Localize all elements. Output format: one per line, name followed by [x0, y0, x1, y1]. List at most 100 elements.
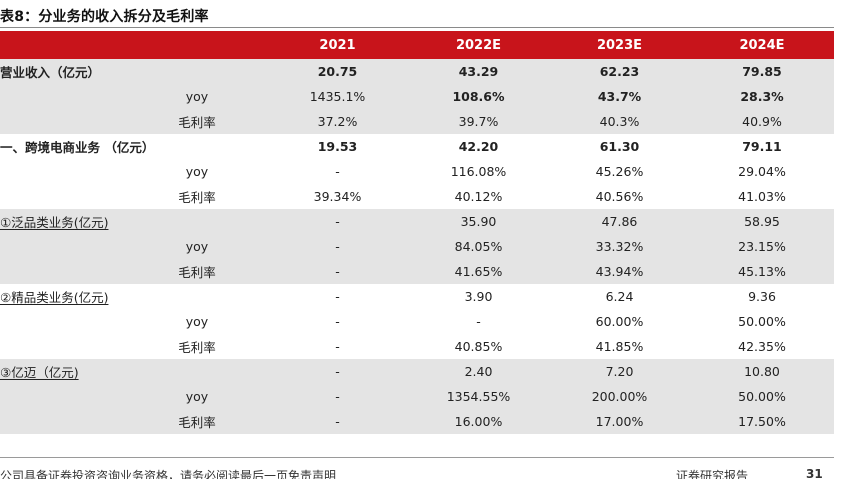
value-cell: - — [335, 289, 340, 304]
row-metric: 毛利率 — [178, 190, 216, 205]
value-cell: 200.00% — [591, 389, 648, 404]
value-cell: 17.50% — [738, 414, 786, 429]
value-cell: 40.56% — [595, 189, 644, 204]
table-row: yoy - - 60.00% 50.00% — [0, 309, 834, 334]
value-cell: - — [335, 314, 340, 329]
value-cell: - — [335, 414, 340, 429]
table-row: 毛利率 - 41.65% 43.94% 45.13% — [0, 259, 834, 284]
value-cell: 35.90 — [460, 214, 497, 229]
header-cell-2022e: 2022E — [455, 37, 502, 53]
table-row: yoy - 1354.55% 200.00% 50.00% — [0, 384, 834, 409]
row-metric: yoy — [185, 164, 209, 179]
row-metric: yoy — [185, 89, 209, 104]
value-cell: - — [335, 339, 340, 354]
header-cell-label — [0, 31, 127, 59]
value-cell: 3.90 — [464, 289, 493, 304]
header-cell-2024e: 2024E — [739, 37, 785, 53]
table-row: ②精品类业务(亿元) - 3.90 6.24 9.36 — [0, 284, 834, 309]
value-cell: 10.80 — [744, 364, 780, 379]
value-cell: 40.3% — [599, 114, 640, 129]
value-cell: - — [335, 389, 340, 404]
row-metric — [127, 59, 267, 84]
value-cell: 43.94% — [595, 264, 644, 279]
table-row: yoy - 84.05% 33.32% 23.15% — [0, 234, 834, 259]
footer-page-number: 31 — [806, 467, 823, 479]
table-row: yoy - 116.08% 45.26% 29.04% — [0, 159, 834, 184]
value-cell: 17.00% — [595, 414, 644, 429]
row-metric: 毛利率 — [178, 265, 216, 280]
row-metric — [127, 284, 267, 309]
row-label — [0, 259, 127, 284]
value-cell: 39.34% — [313, 189, 362, 204]
value-cell: 41.03% — [738, 189, 786, 204]
row-label — [0, 409, 127, 434]
value-cell: 19.53 — [317, 139, 358, 154]
value-cell: 40.12% — [454, 189, 503, 204]
table-row: 毛利率 - 40.85% 41.85% 42.35% — [0, 334, 834, 359]
row-label: 一、跨境电商业务 （亿元） — [0, 140, 155, 155]
value-cell: 37.2% — [317, 114, 358, 129]
value-cell: 108.6% — [452, 89, 505, 104]
row-metric: yoy — [185, 314, 209, 329]
value-cell: 16.00% — [454, 414, 503, 429]
row-label — [0, 234, 127, 259]
value-cell: 33.32% — [595, 239, 644, 254]
value-cell: 20.75 — [317, 64, 358, 79]
header-cell-2023e: 2023E — [596, 37, 643, 53]
row-metric: yoy — [185, 389, 209, 404]
row-label — [0, 109, 127, 134]
table-body: 营业收入（亿元） 20.75 43.29 62.23 79.85 yoy 1435.1% 10… — [0, 59, 834, 434]
value-cell: 40.9% — [742, 114, 782, 129]
value-cell: 23.15% — [738, 239, 786, 254]
table-row: ③亿迈（亿元) - 2.40 7.20 10.80 — [0, 359, 834, 384]
value-cell: 62.23 — [599, 64, 640, 79]
value-cell: 79.11 — [742, 139, 782, 154]
value-cell: 43.7% — [597, 89, 642, 104]
value-cell: 29.04% — [738, 164, 786, 179]
value-cell: 79.85 — [742, 64, 782, 79]
row-metric: 毛利率 — [178, 415, 216, 430]
value-cell: - — [335, 239, 340, 254]
row-label: ③亿迈（亿元) — [0, 365, 79, 380]
value-cell: 50.00% — [738, 389, 786, 404]
footer-divider — [0, 457, 834, 458]
value-cell: 40.85% — [454, 339, 503, 354]
value-cell: 7.20 — [605, 364, 634, 379]
value-cell: 42.20 — [458, 139, 499, 154]
value-cell: 116.08% — [450, 164, 507, 179]
row-metric: yoy — [185, 239, 209, 254]
row-label — [0, 309, 127, 334]
value-cell: - — [335, 214, 340, 229]
row-label: 营业收入（亿元） — [0, 65, 101, 80]
row-label: ②精品类业务(亿元) — [0, 290, 109, 305]
value-cell: 39.7% — [458, 114, 499, 129]
row-metric — [127, 209, 267, 234]
header-cell-2021: 2021 — [319, 37, 356, 53]
revenue-breakdown-table: 2021 2022E 2023E 2024E 营业收入（亿元） 20.75 43.2… — [0, 31, 834, 434]
value-cell: 28.3% — [740, 89, 784, 104]
footer-disclaimer: 公司具备证券投资咨询业务资格，请务必阅读最后一页免责声明 — [0, 469, 337, 479]
value-cell: 43.29 — [458, 64, 499, 79]
table-row: yoy 1435.1% 108.6% 43.7% 28.3% — [0, 84, 834, 109]
value-cell: 84.05% — [454, 239, 503, 254]
value-cell: 50.00% — [738, 314, 786, 329]
row-label — [0, 184, 127, 209]
value-cell: 2.40 — [464, 364, 493, 379]
row-label — [0, 159, 127, 184]
row-metric — [127, 359, 267, 384]
header-cell-sub — [127, 31, 267, 59]
table-row: 毛利率 39.34% 40.12% 40.56% 41.03% — [0, 184, 834, 209]
title-divider — [0, 27, 834, 28]
value-cell: - — [335, 264, 340, 279]
table-row: 毛利率 37.2% 39.7% 40.3% 40.9% — [0, 109, 834, 134]
row-label — [0, 84, 127, 109]
table-header-row: 2021 2022E 2023E 2024E — [0, 31, 834, 59]
value-cell: 58.95 — [744, 214, 780, 229]
table-row: 一、跨境电商业务 （亿元） 19.53 42.20 61.30 79.11 — [0, 134, 834, 159]
value-cell: 45.13% — [738, 264, 786, 279]
value-cell: 6.24 — [605, 289, 634, 304]
table-row: 营业收入（亿元） 20.75 43.29 62.23 79.85 — [0, 59, 834, 84]
value-cell: 1354.55% — [446, 389, 511, 404]
value-cell: 60.00% — [595, 314, 644, 329]
value-cell: 9.36 — [748, 289, 776, 304]
